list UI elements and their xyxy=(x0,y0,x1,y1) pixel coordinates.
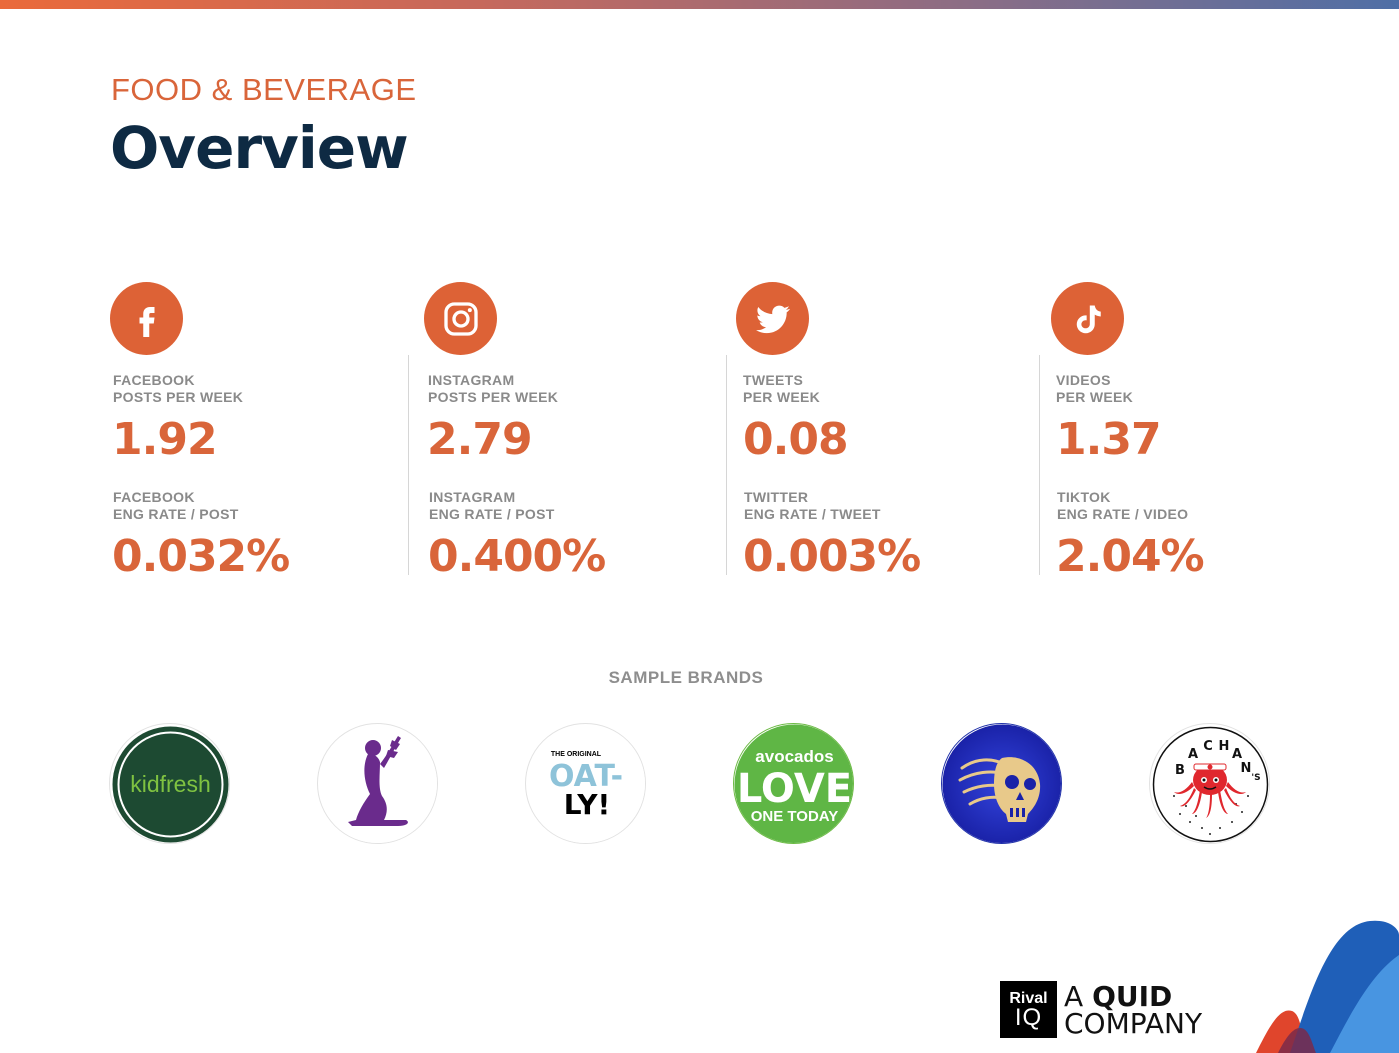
eng-rate-value: 0.003% xyxy=(743,531,921,582)
brand-text: kidfresh xyxy=(130,771,211,797)
brand-skull-logo xyxy=(941,723,1062,844)
label-line: ENG RATE / VIDEO xyxy=(1057,506,1189,522)
stat-divider xyxy=(1039,355,1339,575)
brand-text: N xyxy=(1241,761,1252,776)
brand-text: A xyxy=(1232,747,1242,762)
rival-iq-badge: Rival IQ xyxy=(1000,981,1057,1038)
label-line: ENG RATE / POST xyxy=(113,506,239,522)
badge-bottom-text: IQ xyxy=(1014,1003,1043,1031)
instagram-icon xyxy=(424,282,497,355)
stat-divider xyxy=(726,355,1026,575)
brand-text: 'S xyxy=(1251,773,1260,783)
label-line: ENG RATE / POST xyxy=(429,506,555,522)
secondary-label: TWITTER ENG RATE / TWEET xyxy=(744,489,881,523)
brand-bachans-logo: B A C H A N 'S xyxy=(1149,723,1270,844)
page-title: Overview xyxy=(110,114,409,182)
brand-text: C xyxy=(1203,739,1213,754)
brand-avocados-logo: avocados LOVE ONE TODAY xyxy=(733,723,854,844)
sample-brands-heading: SAMPLE BRANDS xyxy=(608,668,764,687)
brand-text: avocados xyxy=(755,747,833,766)
eng-rate-value: 2.04% xyxy=(1056,531,1205,582)
twitter-icon xyxy=(736,282,809,355)
primary-label: TWEETS PER WEEK xyxy=(743,372,820,406)
posts-per-week-value: 1.92 xyxy=(112,414,218,465)
posts-per-week-value: 2.79 xyxy=(427,414,533,465)
label-line: TIKTOK xyxy=(1057,489,1111,505)
label-line: POSTS PER WEEK xyxy=(428,389,559,405)
label-line: VIDEOS xyxy=(1056,372,1111,388)
posts-per-week-value: 1.37 xyxy=(1056,414,1162,465)
quid-bold: QUID xyxy=(1092,979,1173,1013)
tiktok-icon xyxy=(1051,282,1124,355)
brand-text: LOVE xyxy=(737,766,852,812)
label-line: INSTAGRAM xyxy=(429,489,516,505)
eng-rate-value: 0.032% xyxy=(112,531,290,582)
brand-text: A xyxy=(1188,747,1198,762)
brand-text: OAT- xyxy=(549,759,623,794)
stat-column-instagram: INSTAGRAM POSTS PER WEEK 2.79 INSTAGRAM … xyxy=(424,282,725,582)
stat-column-tiktok: VIDEOS PER WEEK 1.37 TIKTOK ENG RATE / V… xyxy=(1051,282,1353,582)
label-line: FACEBOOK xyxy=(113,489,195,505)
stat-column-twitter: TWEETS PER WEEK 0.08 TWITTER ENG RATE / … xyxy=(736,282,1040,582)
stat-divider xyxy=(408,355,708,575)
brand-text: LY! xyxy=(564,788,611,821)
brand-text: H xyxy=(1219,739,1230,754)
decorative-corner-waves xyxy=(1256,920,1399,1053)
brand-text: ONE TODAY xyxy=(751,808,839,825)
quid-company-text: A QUID COMPANY xyxy=(1064,979,1203,1040)
category-label: FOOD & BEVERAGE xyxy=(111,72,417,107)
secondary-label: INSTAGRAM ENG RATE / POST xyxy=(429,489,555,523)
badge-top-text: Rival xyxy=(1009,989,1048,1007)
rival-iq-quid-logo: Rival IQ A QUID COMPANY xyxy=(1000,981,1202,1038)
label-line: TWEETS xyxy=(743,372,804,388)
label-line: ENG RATE / TWEET xyxy=(744,506,881,522)
secondary-label: FACEBOOK ENG RATE / POST xyxy=(113,489,239,523)
brand-text: THE ORIGINAL xyxy=(551,751,602,758)
label-line: PER WEEK xyxy=(743,389,821,405)
quid-line-1: A QUID xyxy=(1064,979,1202,1013)
label-line: POSTS PER WEEK xyxy=(113,389,244,405)
secondary-label: TIKTOK ENG RATE / VIDEO xyxy=(1057,489,1188,523)
quid-prefix: A xyxy=(1064,979,1093,1013)
posts-per-week-value: 0.08 xyxy=(743,414,849,465)
brand-kidfresh-logo: kidfresh xyxy=(109,723,230,844)
eng-rate-value: 0.400% xyxy=(428,531,606,582)
stat-column-facebook: FACEBOOK POSTS PER WEEK 1.92 FACEBOOK EN… xyxy=(110,282,410,582)
label-line: TWITTER xyxy=(744,489,809,505)
top-gradient-bar xyxy=(0,0,1399,9)
primary-label: FACEBOOK POSTS PER WEEK xyxy=(113,372,243,406)
brand-kneeling-woman-logo xyxy=(317,723,438,844)
label-line: FACEBOOK xyxy=(113,372,195,388)
brand-text: B xyxy=(1175,763,1185,778)
primary-label: INSTAGRAM POSTS PER WEEK xyxy=(428,372,558,406)
brand-oatly-logo: THE ORIGINAL OAT- LY! xyxy=(525,723,646,844)
facebook-icon xyxy=(110,282,183,355)
label-line: PER WEEK xyxy=(1056,389,1134,405)
primary-label: VIDEOS PER WEEK xyxy=(1056,372,1133,406)
label-line: INSTAGRAM xyxy=(428,372,515,388)
quid-line-2: COMPANY xyxy=(1064,1006,1203,1040)
